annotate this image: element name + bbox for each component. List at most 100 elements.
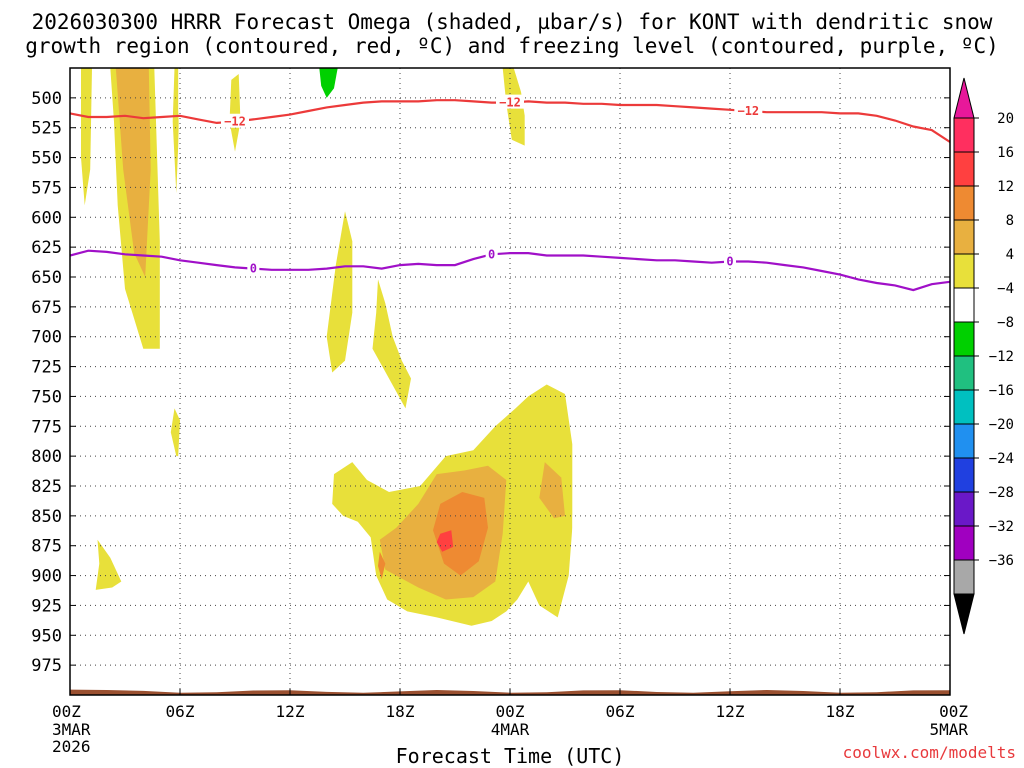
omega-region-23: [451, 360, 483, 445]
omega-region-8: [372, 279, 411, 409]
omega-region-2: [115, 68, 151, 277]
dgz-contour-label: −12: [224, 115, 246, 129]
colorbar-label: −20: [989, 417, 1014, 433]
freezing-contour-label-bg: [247, 260, 260, 275]
colorbar-swatch: [953, 219, 975, 255]
colorbar-swatch: [953, 287, 975, 323]
omega-region-25: [603, 539, 631, 621]
y-tick-label: 500: [31, 89, 62, 109]
omega-region-21: [181, 489, 204, 594]
y-tick-label: 550: [31, 149, 62, 169]
colorbar-label: −28: [989, 485, 1014, 501]
x-tick-sublabel: 2026: [52, 737, 91, 756]
omega-region-13: [433, 492, 488, 576]
contour-labels: −12 −12 −12 0 0 0: [221, 94, 763, 276]
freezing-contour-label-bg: [485, 246, 498, 261]
colorbar: 20 16 12 8 4 −4 −8 −12 −16 −20 −24 −28 −32 −36: [953, 77, 1014, 635]
x-tick-sublabel: 5MAR: [929, 720, 968, 739]
dgz-contour-label: −12: [737, 104, 759, 118]
x-tick-label: 18Z: [386, 702, 415, 721]
omega-region-20: [103, 259, 151, 528]
y-tick-label: 825: [31, 477, 62, 497]
y-tick-label: 850: [31, 507, 62, 527]
chart-title-line-2: growth region (contoured, red, ºC) and f…: [25, 34, 999, 58]
omega-region-17: [304, 68, 371, 170]
colorbar-label: −24: [989, 451, 1014, 467]
colorbar-swatch: [953, 525, 975, 561]
omega-region-0: [81, 68, 92, 206]
freezing-contour-label: 0: [250, 262, 257, 276]
omega-region-22: [235, 623, 243, 650]
omega-region-19: [367, 74, 389, 176]
dgz-contour-label: −12: [499, 96, 521, 110]
colorbar-swatch: [953, 321, 975, 357]
omega-region-26: [587, 637, 595, 655]
omega-region-7: [326, 211, 353, 373]
colorbar-label: 8: [1006, 213, 1014, 229]
chart-title-line-1: 2026030300 HRRR Forecast Omega (shaded, …: [31, 10, 993, 34]
colorbar-label: 12: [997, 179, 1014, 195]
omega-shading: [81, 68, 947, 666]
colorbar-swatch: [953, 491, 975, 527]
y-tick-label: 875: [31, 537, 62, 557]
omega-region-5: [95, 539, 122, 590]
omega-region-6: [170, 408, 180, 457]
y-tick-label: 575: [31, 178, 62, 198]
y-tick-label: 975: [31, 656, 62, 676]
x-tick-label: 12Z: [276, 702, 305, 721]
y-axis: 500 525 550 575 600 625 650 675 700 725 750 775 800 8…: [31, 89, 950, 676]
y-tick-label: 775: [31, 417, 62, 437]
y-tick-label: 725: [31, 358, 62, 378]
colorbar-label: −36: [989, 553, 1014, 569]
colorbar-swatch: [953, 559, 975, 595]
colorbar-label: 16: [997, 145, 1014, 161]
x-tick-label: 00Z: [52, 702, 81, 721]
x-tick-label: 12Z: [716, 702, 745, 721]
x-tick-label: 18Z: [826, 702, 855, 721]
freezing-contour-label-bg: [724, 253, 736, 268]
colorbar-label: −12: [989, 349, 1014, 365]
x-tick-sublabel: 3MAR: [52, 720, 91, 739]
y-tick-label: 700: [31, 328, 62, 348]
freezing-contour-label: 0: [726, 254, 733, 268]
x-tick-label: 00Z: [939, 702, 968, 721]
y-tick-label: 650: [31, 268, 62, 288]
omega-region-3: [172, 68, 180, 194]
y-tick-label: 800: [31, 447, 62, 467]
omega-region-24: [572, 482, 589, 588]
x-tick-sublabel: 4MAR: [491, 720, 530, 739]
colorbar-label: 20: [997, 111, 1014, 127]
colorbar-arrow-high: [953, 77, 975, 119]
dgz-contour-label-bg: [734, 102, 763, 117]
freezing-contour-label: 0: [488, 247, 495, 261]
y-tick-label: 675: [31, 298, 62, 318]
colorbar-swatch: [953, 355, 975, 391]
omega-region-27: [544, 655, 551, 666]
colorbar-label: −32: [989, 519, 1014, 535]
colorbar-swatch: [953, 253, 975, 289]
omega-region-4: [229, 74, 241, 152]
y-tick-label: 525: [31, 119, 62, 139]
x-tick-label: 06Z: [166, 702, 195, 721]
x-axis-title: Forecast Time (UTC): [395, 744, 625, 768]
omega-region-14: [378, 551, 386, 580]
omega-region-16: [178, 68, 199, 188]
colorbar-label: −4: [997, 281, 1014, 297]
colorbar-swatch: [953, 185, 975, 221]
colorbar-swatch: [953, 151, 975, 187]
y-tick-label: 900: [31, 567, 62, 587]
omega-region-15: [436, 530, 454, 552]
y-tick-label: 625: [31, 238, 62, 258]
colorbar-swatch: [953, 117, 975, 153]
colorbar-label: −16: [989, 383, 1014, 399]
y-tick-label: 925: [31, 596, 62, 616]
y-tick-label: 950: [31, 626, 62, 646]
colorbar-arrow-low: [953, 593, 975, 635]
y-tick-label: 600: [31, 208, 62, 228]
colorbar-swatch: [953, 389, 975, 425]
omega-region-18: [319, 68, 338, 98]
y-tick-label: 750: [31, 387, 62, 407]
x-tick-label: 00Z: [496, 702, 525, 721]
x-tick-label: 06Z: [606, 702, 635, 721]
